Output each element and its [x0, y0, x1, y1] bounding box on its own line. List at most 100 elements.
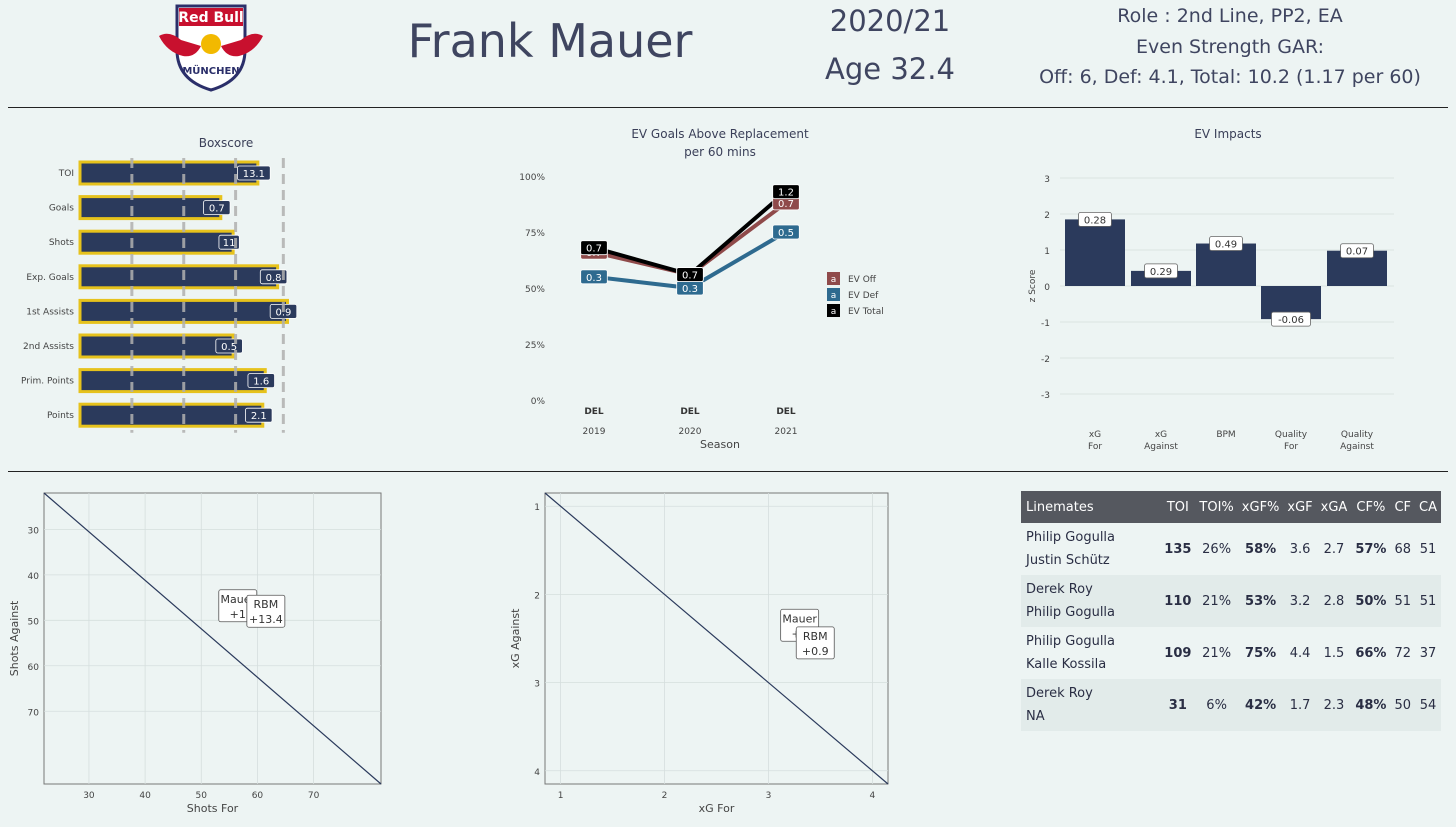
data-label-box: [259, 269, 288, 285]
bar: [78, 195, 223, 221]
x-tick-label: For: [1284, 442, 1298, 452]
column-header: TOI: [1160, 491, 1196, 523]
column-header: CF: [1390, 491, 1416, 523]
x-tick-label: DEL: [680, 407, 700, 417]
toi-pct-cell: 26%: [1202, 541, 1232, 557]
linemate-pair: Philip Gogulla Justin Schütz: [1021, 523, 1160, 575]
data-label: 0.3: [586, 273, 602, 284]
bar: [78, 368, 267, 394]
y-axis-label: z Score: [1028, 269, 1038, 302]
y-tick-label: 25%: [525, 341, 545, 351]
data-label: 1.2: [778, 188, 794, 199]
cf-cell: 51: [1390, 575, 1416, 627]
legend-label: EV Off: [848, 275, 877, 285]
legend-key: [827, 288, 840, 301]
toi-cell: 110: [1160, 575, 1196, 627]
data-label: 0.9: [276, 307, 292, 318]
diagonal-line: [43, 492, 382, 785]
point-label: RBM: [803, 630, 828, 643]
ca-cell: 51: [1419, 541, 1437, 557]
x-tick-label: 60: [252, 791, 264, 801]
x-tick-label: 70: [308, 791, 320, 801]
y-tick-label: 75%: [525, 229, 545, 239]
player-name: Kalle Kossila: [1026, 657, 1107, 672]
data-label-box: [245, 407, 273, 423]
data-label: 0.7: [586, 244, 602, 255]
y-tick-label: 3: [1044, 175, 1050, 185]
player-name: Philip Gogulla: [1026, 605, 1116, 620]
data-label: 0.28: [1084, 215, 1106, 226]
data-label: 2.1: [251, 411, 267, 422]
x-tick-label: 50: [196, 791, 208, 801]
xgf-cell: 1.7: [1283, 679, 1317, 731]
ev-impacts-chart: EV Impacts -3 -2 -1 0 1 2 3 z Score 0.28 xG For 0.29…: [1028, 127, 1394, 452]
player-name: Philip Gogulla: [1026, 530, 1116, 545]
diagonal-line: [544, 492, 889, 785]
y-tick-label: 2: [534, 591, 540, 601]
column-header: Linemates: [1021, 491, 1161, 523]
point-label: Mauer: [782, 612, 817, 625]
x-tick-label: Against: [1340, 442, 1374, 452]
cf-cell: 50: [1390, 679, 1416, 731]
table-row: Derek Roy NA 31 6% 42% 1.7 2.3 48% 50 54: [1021, 679, 1441, 731]
series-line: [593, 190, 788, 277]
xga-cell: 2.7: [1323, 541, 1345, 557]
legend-key-glyph: a: [831, 275, 837, 285]
data-label-box: [1340, 243, 1374, 259]
table-row: Derek Roy Philip Gogulla 110 21% 53% 3.2 …: [1021, 575, 1441, 627]
y-tick-label: -3: [1041, 391, 1050, 401]
player-name: Philip Gogulla: [1026, 634, 1116, 649]
player-name: Derek Roy: [1026, 686, 1093, 701]
category-label: 2nd Assists: [23, 342, 74, 352]
category-label: 1st Assists: [26, 307, 74, 317]
xgf-cell: 3.6: [1289, 541, 1311, 557]
y-tick-label: 3: [534, 680, 540, 690]
xgf-cell: 3.2: [1283, 575, 1317, 627]
x-tick-label: Against: [1144, 442, 1178, 452]
data-label: 0.07: [1346, 247, 1368, 258]
point-value: +13.4: [249, 613, 283, 626]
point-label-box: [795, 626, 835, 660]
player-role: Role : 2nd Line, PP2, EA: [1117, 5, 1343, 27]
point-value: +1: [230, 608, 246, 621]
gar-values: Off: 6, Def: 4.1, Total: 10.2 (1.17 per …: [1039, 66, 1421, 88]
x-tick-label: Quality: [1275, 430, 1308, 440]
x-tick-label: xG: [1089, 430, 1101, 440]
legend-key-glyph: a: [831, 307, 837, 317]
ca-cell: 37: [1419, 645, 1437, 661]
y-tick-label: 60: [28, 663, 40, 673]
xga-cell: 2.3: [1316, 679, 1352, 731]
data-label-box: [772, 224, 800, 240]
x-tick-label: Quality: [1341, 430, 1374, 440]
x-tick-label: For: [1088, 442, 1102, 452]
data-label-box: [1209, 236, 1243, 251]
bar: [78, 160, 260, 186]
player-age: Age 32.4: [825, 52, 955, 86]
cf-pct-cell: 66%: [1355, 645, 1387, 661]
toi-pct-cell: 21%: [1202, 645, 1232, 661]
bar: [1065, 219, 1125, 286]
x-tick-label: 4: [870, 791, 876, 801]
player-name: Frank Mauer: [407, 14, 693, 68]
section-divider: [8, 471, 1448, 472]
y-tick-label: 0%: [531, 397, 546, 407]
x-tick-label: DEL: [776, 407, 796, 417]
shots-chart: 30 40 50 60 70 30 40 50 60 70 Shots For Shots Again…: [8, 492, 382, 815]
cf-cell: 68: [1394, 541, 1411, 557]
data-label: 0.49: [1215, 240, 1237, 251]
linemate-pair: Philip Gogulla Kalle Kossila: [1021, 627, 1160, 679]
player-name: Derek Roy: [1026, 582, 1093, 597]
column-header: xGF%: [1237, 491, 1284, 523]
x-tick-label: xG: [1155, 430, 1167, 440]
x-axis-label: xG For: [699, 802, 735, 815]
toi-cell: 135: [1164, 541, 1192, 557]
legend-label: EV Def: [848, 291, 879, 301]
data-label: 0.7: [778, 199, 794, 210]
chart-title: EV Goals Above Replacement: [631, 127, 809, 141]
gar-label: Even Strength GAR:: [1136, 36, 1324, 58]
ca-cell: 54: [1415, 679, 1441, 731]
legend-key: [827, 304, 840, 317]
xgf-pct-cell: 42%: [1237, 679, 1284, 731]
column-header: xGF: [1283, 491, 1317, 523]
linemates-header-row: Linemates TOI TOI% xGF% xGF xGA CF% CF C…: [1021, 491, 1441, 523]
